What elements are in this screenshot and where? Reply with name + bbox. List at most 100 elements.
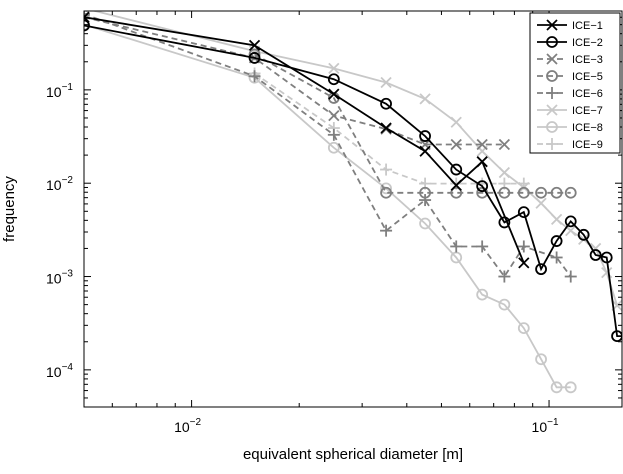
data-point-ice-8 [564,381,577,394]
data-point-ice-5 [564,186,577,199]
legend-label: ICE−7 [572,105,603,117]
data-point-ice-2 [517,206,530,219]
data-point-ice-6 [476,240,489,253]
data-point-ice-6 [550,251,563,264]
legend: ICE−1 ICE−2 ICE−3 ICE−5 ICE−6 ICE−7 ICE−8 ICE−9 [529,12,621,154]
data-point-ice-5 [419,186,431,199]
data-point-ice-1 [328,88,340,100]
series-line-ice-3 [84,16,505,146]
data-point-ice-7 [550,213,563,225]
data-point-ice-1 [476,156,488,168]
data-point-ice-6 [248,70,261,83]
series-ice-1 [84,11,530,269]
data-point-ice-8 [327,141,340,154]
plot-frame [83,10,623,408]
data-point-ice-1 [419,145,431,157]
data-point-ice-1 [518,257,530,269]
legend-marker [546,104,558,116]
data-point-ice-8 [450,251,463,264]
data-point-ice-2 [419,130,431,142]
data-point-ice-8 [550,381,563,394]
series-line-ice-2 [84,24,622,338]
data-point-ice-2 [600,251,613,264]
data-point-ice-5 [517,186,530,199]
ticks-layer: 10−2 10−1 10−4 10−3 10−2 10−1 [46,11,622,435]
legend-marker [546,53,558,65]
data-point-ice-3 [498,138,511,151]
legend-label: ICE−8 [572,122,603,134]
data-point-ice-5 [380,186,392,199]
legend-label: ICE−3 [572,54,603,66]
data-point-ice-6 [380,224,393,237]
data-point-ice-7 [498,166,511,179]
data-point-ice-9 [380,163,393,176]
data-point-ice-7 [450,116,462,128]
data-point-ice-1 [248,39,261,51]
data-point-ice-5 [498,186,511,199]
data-point-ice-5 [450,186,463,199]
y-axis-title: frequency [1,176,18,242]
data-point-ice-2 [84,19,90,32]
data-point-ice-1 [380,122,392,134]
data-point-ice-5 [535,186,547,199]
legend-item-ice-3: ICE−3 [537,53,603,66]
data-point-ice-2 [577,228,590,241]
data-point-ice-3 [450,138,462,151]
legend-item-ice-5: ICE−5 [537,70,603,83]
legend-item-ice-7: ICE−7 [537,104,603,117]
data-point-ice-7 [85,11,90,14]
legend-label: ICE−1 [572,20,603,32]
data-point-ice-2 [327,73,340,86]
data-point-ice-8 [498,298,511,311]
legend-marker [546,138,558,150]
legend-marker [546,36,558,48]
legend-marker [546,70,558,82]
legend-item-ice-1: ICE−1 [537,19,603,32]
y-tick-label: 10−2 [46,175,73,193]
series-layer [84,11,622,394]
data-point-ice-8 [535,353,547,366]
data-point-ice-7 [380,76,392,89]
legend-item-ice-2: ICE−2 [537,36,603,49]
data-point-ice-8 [476,288,489,301]
legend-label: ICE−6 [572,88,603,100]
data-point-ice-2 [535,263,547,276]
data-point-ice-2 [550,235,563,247]
legend-marker [546,121,558,133]
data-point-ice-1 [450,179,462,191]
data-point-ice-2 [450,163,463,176]
data-point-ice-2 [564,215,577,228]
data-point-ice-2 [248,52,261,64]
y-tick-label: 10−3 [46,269,73,287]
legend-marker [546,87,558,99]
legend-item-ice-9: ICE−9 [537,138,603,151]
legend-box [529,12,621,154]
data-point-ice-7 [535,197,547,209]
y-tick-label: 10−1 [46,82,73,100]
data-point-ice-6 [517,240,530,253]
data-point-ice-8 [419,217,431,230]
series-ice-2 [84,19,622,342]
data-point-ice-8 [380,182,392,195]
legend-label: ICE−9 [572,139,603,151]
legend-label: ICE−2 [572,37,603,49]
data-point-ice-6 [564,270,577,283]
data-point-ice-6 [327,128,340,141]
data-point-ice-5 [248,48,261,61]
legend-marker [546,19,558,31]
y-tick-label: 10−4 [46,362,73,380]
data-point-ice-5 [550,186,563,199]
legend-item-ice-8: ICE−8 [537,121,603,134]
data-point-ice-1 [84,11,90,23]
x-tick-label: 10−2 [174,417,201,435]
data-point-ice-3 [476,138,488,151]
legend-item-ice-6: ICE−6 [537,87,603,100]
x-tick-label: 10−1 [532,417,559,435]
data-point-ice-6 [498,270,511,283]
data-point-ice-3 [328,109,340,122]
x-axis-title: equivalent spherical diameter [m] [243,446,463,463]
data-point-ice-2 [380,97,392,110]
data-point-ice-2 [589,249,602,261]
